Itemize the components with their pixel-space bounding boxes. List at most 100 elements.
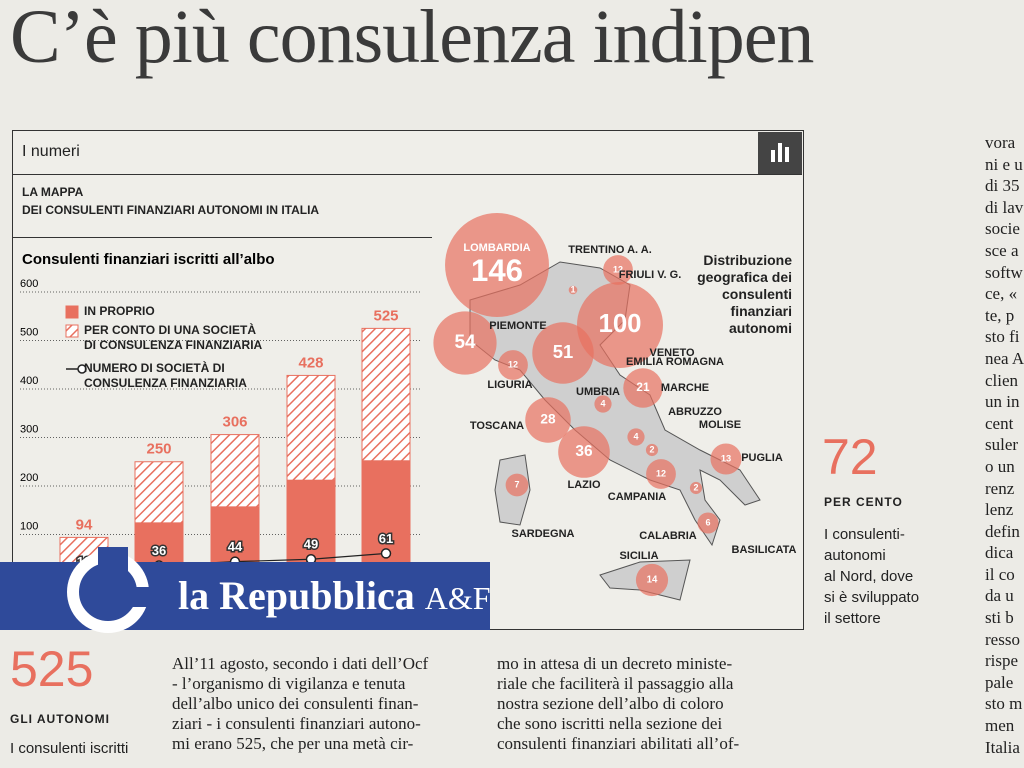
region-bubble [505, 473, 529, 497]
text-line: sti b [985, 608, 1014, 628]
region-value: 2 [649, 444, 654, 454]
text-line: sto fi [985, 327, 1020, 347]
text-line: riale che faciliterà il passaggio alla [497, 674, 734, 693]
line-label: 61 [379, 531, 393, 546]
y-tick-label: 300 [20, 423, 38, 435]
legend-label: IN PROPRIO [84, 304, 155, 318]
legend-entry: IN PROPRIO [84, 304, 155, 318]
text-line: si è sviluppato [824, 589, 920, 606]
text-line: consulenti finanziari abilitati all’of- [497, 734, 740, 753]
text-line: sce a [985, 240, 1019, 260]
text-line: il settore [824, 610, 881, 627]
logo-band: la Repubblica A&F [0, 547, 491, 633]
text-line: clien [985, 370, 1019, 390]
region-bubble [445, 213, 549, 317]
stat-label: PER CENTO [824, 495, 903, 509]
article-column: mo in attesa di un decreto ministe-riale… [497, 654, 739, 754]
text-line: un in [985, 392, 1020, 412]
text-line: sto m [985, 694, 1023, 714]
text-line: nea A [985, 348, 1024, 368]
region-value: 28 [540, 412, 556, 427]
text-line: da u [985, 586, 1014, 606]
text-line: dica [985, 543, 1014, 563]
text-line: I consulenti iscritti [10, 740, 129, 757]
text-line: ni e u [985, 154, 1023, 174]
region-name: CAMPANIA [608, 491, 667, 503]
divider [12, 237, 432, 238]
text-line: lenz [985, 500, 1014, 520]
y-tick-label: 100 [20, 520, 38, 532]
region-bubble [594, 395, 612, 413]
region-name: ABRUZZO [668, 406, 722, 418]
region-bubble [646, 459, 676, 489]
region-name: EMILIA ROMAGNA [626, 356, 724, 368]
text-line: defin [985, 521, 1020, 541]
y-tick-label: 200 [20, 472, 38, 484]
line-marker [380, 548, 392, 559]
region-name: FRIULI V. G. [619, 269, 682, 281]
bar-segment [361, 327, 411, 462]
text-line: ce, « [985, 284, 1018, 304]
kicker: LA MAPPA [22, 185, 84, 199]
region-value: 54 [454, 332, 476, 353]
text-line: renz [985, 478, 1015, 498]
region-value: 1 [570, 284, 575, 294]
region-value: 14 [647, 575, 658, 586]
logo-text: la Repubblica [178, 573, 415, 618]
chart-title: Consulenti finanziari iscritti all’albo [22, 251, 275, 268]
stat-number: 72 [822, 429, 878, 485]
region-name: BASILICATA [732, 544, 797, 556]
total-label: 94 [76, 516, 93, 533]
text-line: mi erano 525, che per una metà cir- [172, 734, 414, 753]
y-tick-label: 600 [20, 278, 38, 290]
map-title: Distribuzione geografica dei consulenti … [697, 252, 792, 336]
text-line: suler [985, 435, 1019, 455]
legend-marker [77, 364, 87, 374]
legend-label: PER CONTO DI UNA SOCIETÀ DI CONSULENZA F… [84, 323, 263, 352]
region-name: SARDEGNA [512, 528, 575, 540]
region-bubble [603, 255, 633, 285]
stat-text: I consulenti-autonomi al Nord, dove si è s… [824, 524, 919, 629]
text-line: mo in attesa di un decreto ministe- [497, 654, 733, 673]
text-line: cent [985, 413, 1014, 433]
text-line: pale [985, 672, 1014, 692]
legend-swatch [65, 324, 79, 338]
text-line: - l’organismo di vigilanza e tenuta [172, 674, 406, 693]
y-tick-label: 400 [20, 375, 38, 387]
total-label: 250 [146, 441, 171, 458]
region-value: 4 [633, 431, 638, 441]
text-line: di lav [985, 197, 1024, 217]
box-subtitle: DEI CONSULENTI FINANZIARI AUTONOMI IN IT… [22, 203, 320, 217]
region-bubble [697, 512, 719, 534]
stat-number: 525 [10, 641, 94, 697]
region-bubble [532, 322, 594, 384]
region-name: VENETO [649, 347, 694, 359]
text-line: il co [985, 564, 1015, 584]
region-bubble [645, 443, 659, 457]
region-bubble [525, 397, 571, 443]
text-line: I consulenti- [824, 526, 905, 543]
legend-entry: NUMERO DI SOCIETÀ DI CONSULENZA FINANZIA… [84, 361, 247, 390]
headline: C’è più consulenza indipen [10, 0, 814, 79]
region-name: LAZIO [568, 479, 601, 491]
bar-segment [286, 374, 336, 481]
region-value: 51 [553, 341, 573, 362]
text-line: al Nord, dove [824, 568, 914, 585]
text-line: men [985, 716, 1015, 736]
chart-icon [758, 132, 802, 174]
region-bubble [498, 350, 528, 380]
region-value: 2 [693, 482, 698, 492]
legend-entry: PER CONTO DI UNA SOCIETÀ DI CONSULENZA F… [84, 323, 263, 352]
text-line: o un [985, 456, 1015, 476]
region-name: PIEMONTE [489, 320, 546, 332]
region-value: 146 [471, 253, 523, 288]
region-value: 12 [508, 359, 518, 369]
bar-segment [210, 434, 260, 508]
region-value: 6 [705, 517, 710, 527]
region-bubble [710, 443, 742, 475]
box-header [12, 130, 802, 175]
logo-icon [67, 547, 150, 633]
region-name: MOLISE [699, 419, 741, 431]
text-line: che sono iscritti nella sezione dei [497, 714, 723, 733]
region-value: 13 [721, 453, 731, 463]
